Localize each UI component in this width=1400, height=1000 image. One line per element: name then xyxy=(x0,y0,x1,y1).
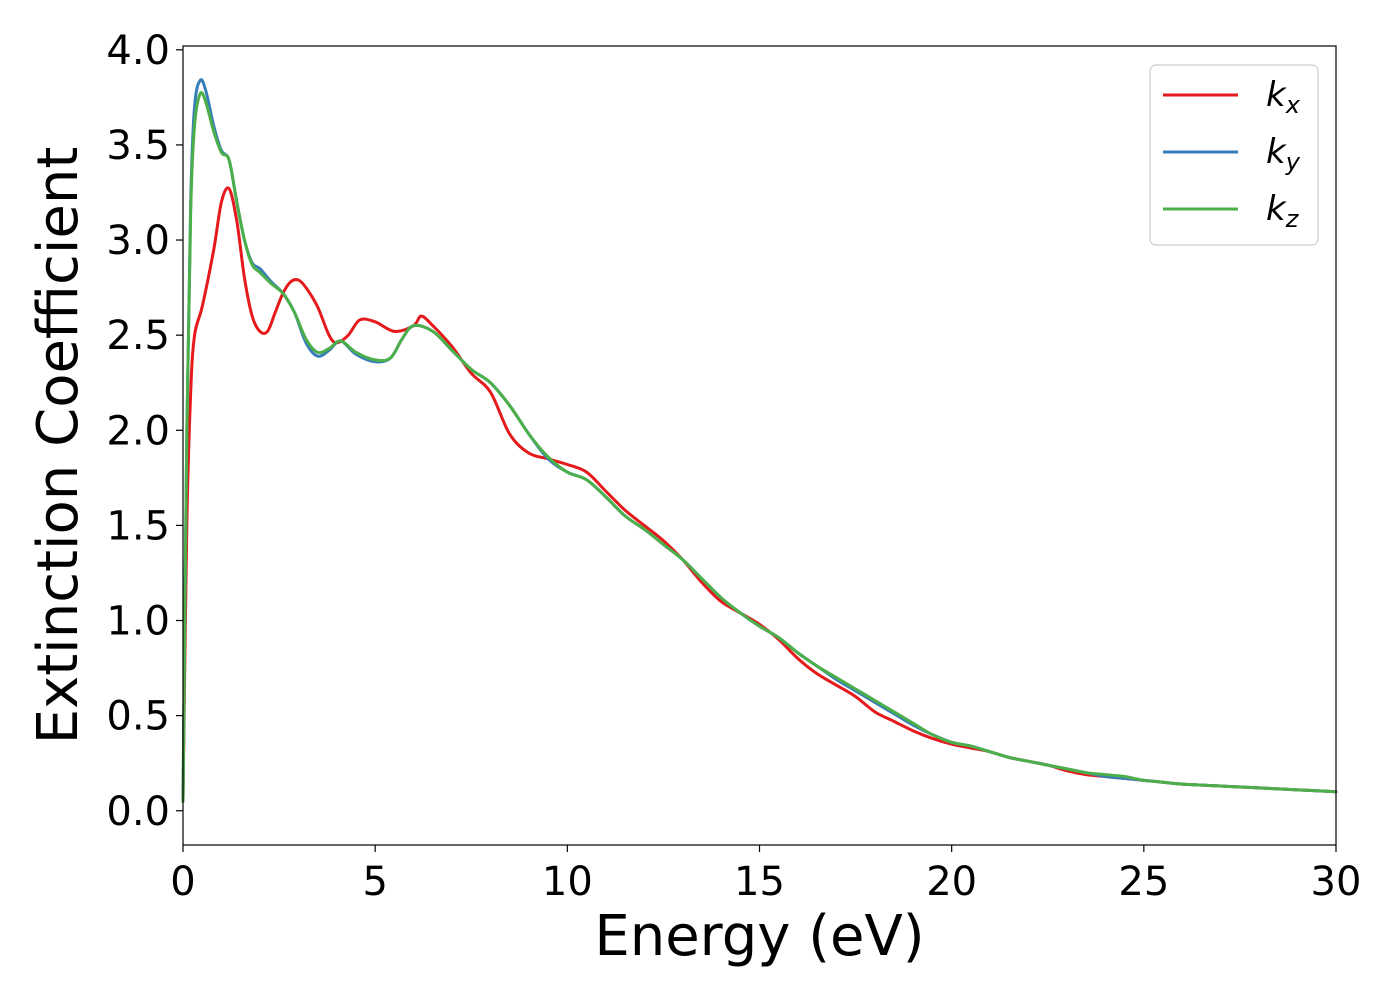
x-tick-label: 30 xyxy=(1311,859,1362,905)
legend-box xyxy=(1149,64,1319,246)
y-tick-label: 0.0 xyxy=(106,789,170,835)
y-tick-label: 1.0 xyxy=(106,599,170,645)
series-lines xyxy=(181,78,1338,803)
y-tick-label: 2.5 xyxy=(106,313,170,359)
y-axis-label: Extinction Coefficient xyxy=(26,147,91,745)
y-tick-label: 3.0 xyxy=(106,218,170,264)
x-axis-ticks: 0 5 10 15 20 25 30 xyxy=(170,845,1361,905)
y-tick-label: 1.5 xyxy=(106,503,170,549)
y-tick-label: 2.0 xyxy=(106,408,170,454)
legend: kx ky kz xyxy=(1149,64,1319,246)
legend-label-kx: kx xyxy=(1266,75,1301,119)
x-tick-label: 10 xyxy=(542,859,593,905)
x-axis-label: Energy (eV) xyxy=(594,904,924,969)
x-tick-label: 5 xyxy=(362,859,387,905)
x-tick-label: 20 xyxy=(926,859,977,905)
y-tick-label: 3.5 xyxy=(106,123,170,169)
x-tick-label: 15 xyxy=(734,859,785,905)
x-tick-label: 25 xyxy=(1118,859,1169,905)
x-tick-label: 0 xyxy=(170,859,195,905)
y-axis-ticks: 0.0 0.5 1.0 1.5 2.0 2.5 3.0 3.5 4.0 xyxy=(106,28,183,835)
legend-label-ky: ky xyxy=(1266,132,1301,176)
y-tick-label: 4.0 xyxy=(106,28,170,74)
legend-label-kz: kz xyxy=(1266,189,1300,233)
series-line-kz xyxy=(181,91,1338,803)
y-tick-label: 0.5 xyxy=(106,694,170,740)
